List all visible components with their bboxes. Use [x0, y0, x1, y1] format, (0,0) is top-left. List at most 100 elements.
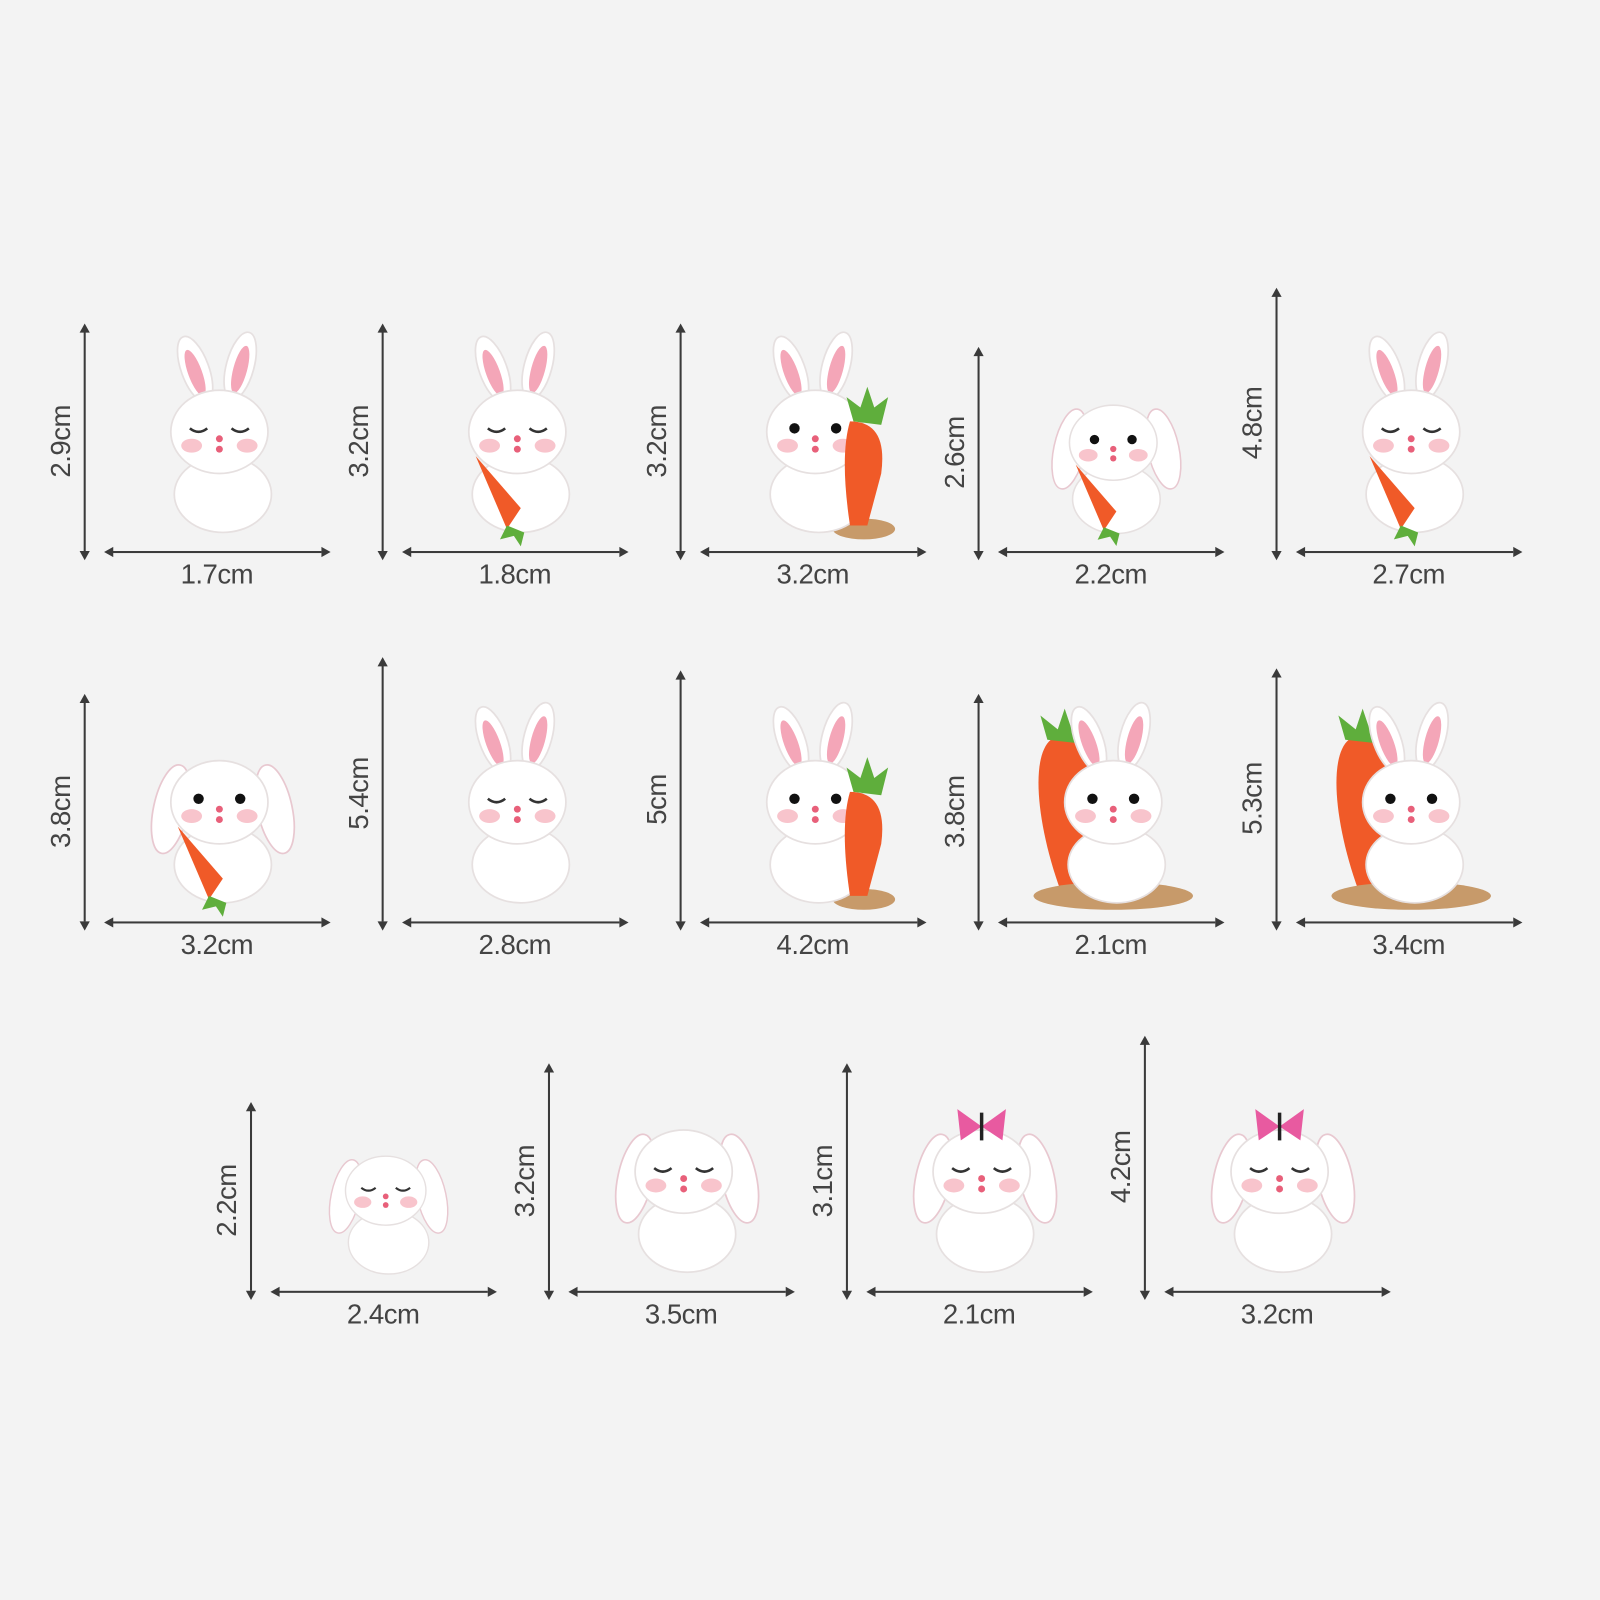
bunny-figurine — [765, 331, 896, 540]
width-label: 3.5cm — [644, 1298, 718, 1330]
arrowhead — [1139, 1035, 1150, 1045]
arrowhead — [699, 917, 710, 928]
height-dimension-line — [83, 331, 86, 552]
arrowhead — [321, 917, 331, 928]
arrowhead — [1215, 546, 1225, 558]
height-dimension-line — [83, 702, 86, 922]
arrowhead — [245, 1102, 257, 1112]
height-label: 3.2cm — [343, 404, 374, 478]
bunny-figurine — [1331, 701, 1492, 910]
width-dimension-line — [112, 551, 322, 554]
height-label: 2.2cm — [211, 1163, 243, 1237]
arrowhead — [973, 693, 984, 704]
arrowhead — [377, 657, 388, 667]
width-dimension-line — [410, 551, 620, 554]
carrot-leaves — [846, 757, 889, 796]
width-dimension-line — [708, 921, 918, 924]
bunny-figurine — [1051, 404, 1182, 546]
arrowhead — [79, 551, 90, 561]
arrowhead — [785, 1286, 795, 1297]
width-dimension-line — [874, 1290, 1084, 1293]
head — [1361, 759, 1461, 845]
width-label: 1.8cm — [478, 559, 552, 590]
height-label: 5.4cm — [343, 756, 374, 830]
butterfly-icon — [1255, 1109, 1304, 1141]
butterfly-icon — [957, 1109, 1006, 1141]
height-label: 4.8cm — [1237, 386, 1268, 460]
bunny-figurine — [614, 1129, 760, 1274]
head — [1361, 389, 1461, 475]
arrowhead — [104, 546, 114, 558]
width-label: 4.2cm — [776, 929, 850, 961]
arrowhead — [377, 551, 388, 561]
carrot-leaves — [846, 386, 889, 425]
bunny-figurine — [912, 1109, 1058, 1274]
width-dimension-line — [1304, 921, 1514, 924]
head — [634, 1129, 734, 1215]
bunny-figurine — [328, 1155, 449, 1275]
bunny-figurine — [150, 759, 296, 917]
height-label: 3.2cm — [641, 404, 672, 478]
arrowhead — [543, 1063, 555, 1073]
width-label: 3.2cm — [180, 929, 254, 961]
carrot-leaves — [1097, 527, 1120, 546]
arrowhead — [675, 670, 686, 680]
arrowhead — [917, 546, 927, 558]
height-label: 3.1cm — [807, 1144, 839, 1217]
width-label: 2.4cm — [346, 1298, 420, 1330]
arrowhead — [377, 323, 388, 333]
arrowhead — [619, 546, 629, 558]
height-dimension-line — [381, 331, 384, 552]
head — [169, 389, 269, 475]
arrowhead — [402, 917, 412, 928]
arrowhead — [543, 1290, 555, 1300]
height-label: 3.8cm — [45, 774, 77, 848]
carrot — [844, 421, 883, 526]
arrowhead — [973, 346, 984, 357]
arrowhead — [245, 1290, 257, 1300]
arrowhead — [997, 546, 1008, 558]
width-dimension-line — [576, 1290, 786, 1293]
height-label: 3.2cm — [509, 1144, 541, 1217]
arrowhead — [321, 546, 331, 558]
width-label: 2.8cm — [478, 929, 552, 961]
carrot — [475, 456, 521, 529]
carrot — [177, 826, 223, 900]
arrowhead — [568, 1286, 578, 1297]
height-label: 4.2cm — [1105, 1130, 1137, 1204]
arrowhead — [997, 917, 1008, 928]
bunny-figurine — [467, 331, 571, 547]
width-dimension-line — [708, 551, 918, 554]
width-label: 2.1cm — [942, 1298, 1016, 1330]
bunny-figurine — [169, 331, 273, 534]
height-dimension-line — [679, 678, 682, 922]
carrot-leaves — [499, 525, 525, 547]
arrowhead — [699, 546, 710, 558]
arrowhead — [402, 546, 412, 558]
width-label: 2.2cm — [1074, 559, 1147, 590]
head — [1068, 404, 1158, 482]
width-dimension-line — [1006, 551, 1216, 554]
arrowhead — [79, 921, 90, 931]
arrowhead — [866, 1286, 876, 1297]
arrowhead — [1381, 1286, 1391, 1297]
width-label: 3.2cm — [1240, 1298, 1314, 1330]
carrot — [1369, 456, 1415, 529]
arrowhead — [487, 1286, 497, 1297]
arrowhead — [841, 1063, 853, 1073]
arrowhead — [675, 323, 686, 333]
arrowhead — [675, 551, 686, 561]
arrowhead — [1164, 1286, 1174, 1297]
height-dimension-line — [1275, 295, 1278, 552]
width-dimension-line — [1006, 921, 1216, 924]
height-label: 2.6cm — [939, 416, 970, 489]
arrowhead — [1271, 921, 1282, 931]
bunny-figurine — [765, 701, 896, 910]
width-label: 1.7cm — [180, 559, 254, 590]
arrowhead — [619, 917, 629, 928]
width-label: 2.7cm — [1372, 559, 1445, 590]
width-label: 3.2cm — [776, 559, 850, 590]
carrot-leaves — [1393, 525, 1419, 547]
carrot — [844, 791, 883, 896]
